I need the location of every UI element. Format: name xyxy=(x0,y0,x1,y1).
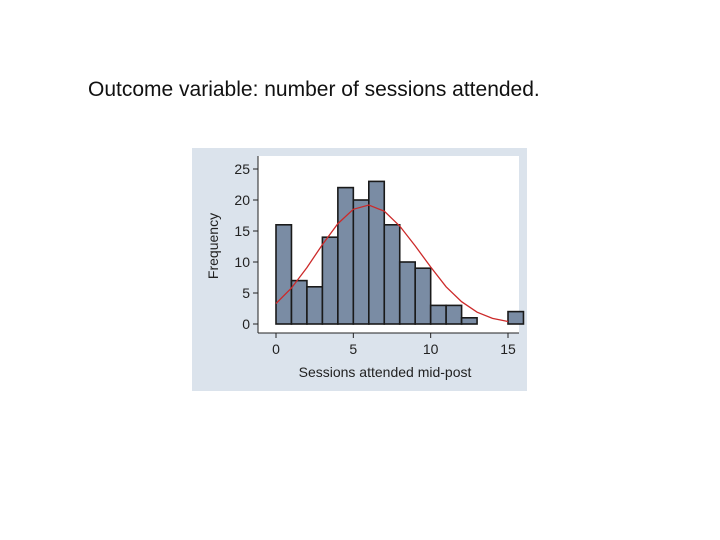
normal-density-curve xyxy=(275,204,509,323)
y-tick-label-5: 5 xyxy=(242,285,250,301)
x-tick-label-15: 15 xyxy=(500,341,516,357)
histogram-bar-0 xyxy=(275,224,293,325)
histogram-bar-11 xyxy=(445,304,463,325)
y-tick-label-10: 10 xyxy=(234,254,250,270)
x-axis-label: Sessions attended mid-post xyxy=(299,364,472,380)
histogram-bar-15 xyxy=(507,310,525,325)
y-ticks-group: 0 5 10 15 20 25 xyxy=(234,161,258,332)
x-ticks-group: 0 5 10 15 xyxy=(272,333,516,357)
histogram-figure: 0 5 10 15 20 25 0 5 10 15 Sessions attended mid-… xyxy=(192,148,527,391)
histogram-bar-7 xyxy=(383,224,401,325)
x-tick-label-0: 0 xyxy=(272,341,280,357)
y-tick-label-20: 20 xyxy=(234,192,250,208)
y-axis-label: Frequency xyxy=(205,213,221,279)
histogram-bar-4 xyxy=(337,186,355,325)
histogram-bar-8 xyxy=(398,261,417,325)
x-tick-label-10: 10 xyxy=(423,341,439,357)
bars-group xyxy=(275,180,525,325)
histogram-bar-9 xyxy=(414,267,432,325)
slide-heading: Outcome variable: number of sessions att… xyxy=(88,78,540,101)
histogram-bar-6 xyxy=(368,180,386,325)
histogram-bar-12 xyxy=(460,317,478,325)
histogram-bar-1 xyxy=(290,279,308,325)
y-tick-label-0: 0 xyxy=(242,316,250,332)
histogram-chart: 0 5 10 15 20 25 0 5 10 15 Sessions attended mid-… xyxy=(192,148,527,391)
y-tick-label-15: 15 xyxy=(234,223,250,239)
x-tick-label-5: 5 xyxy=(349,341,357,357)
histogram-bar-5 xyxy=(352,199,370,325)
histogram-bar-10 xyxy=(429,304,447,325)
histogram-bar-2 xyxy=(306,286,324,325)
y-tick-label-25: 25 xyxy=(234,161,250,177)
histogram-bar-3 xyxy=(321,236,339,325)
